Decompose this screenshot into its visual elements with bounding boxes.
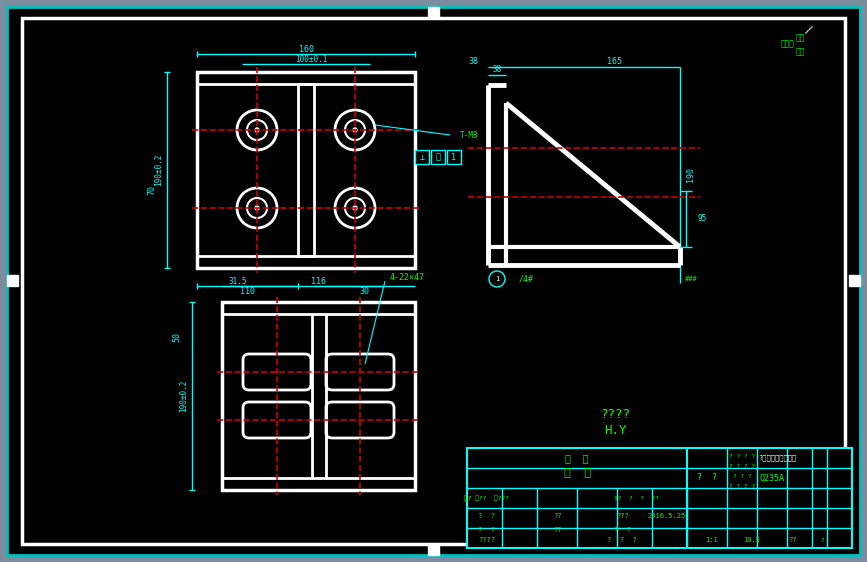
Text: ###: ### xyxy=(685,276,698,282)
Text: 比例: 比例 xyxy=(795,34,805,43)
Bar xyxy=(467,448,852,548)
Bar xyxy=(849,275,860,286)
Text: 38: 38 xyxy=(492,66,502,75)
Bar xyxy=(431,150,445,164)
Text: 160: 160 xyxy=(298,44,314,53)
Text: /4#: /4# xyxy=(518,274,533,283)
Text: Q235A: Q235A xyxy=(759,474,785,483)
Circle shape xyxy=(255,206,259,210)
Text: 重型桁: 重型桁 xyxy=(781,39,795,48)
Text: ?  ?  ?: ? ? ? xyxy=(607,537,637,543)
Text: 4-22×47: 4-22×47 xyxy=(390,274,425,283)
FancyBboxPatch shape xyxy=(326,354,394,390)
Text: ?: ? xyxy=(820,537,824,542)
Text: 序? 序??  序???: 序? 序?? 序??? xyxy=(465,495,510,501)
Text: ?  ?: ? ? xyxy=(614,527,630,533)
Text: ? ? ? ?: ? ? ? ? xyxy=(729,464,755,469)
Text: 100±0.1: 100±0.1 xyxy=(295,55,327,64)
Text: ????: ???? xyxy=(479,537,496,543)
Text: /: / xyxy=(803,24,813,36)
Text: 30: 30 xyxy=(360,288,369,297)
Text: 10.5: 10.5 xyxy=(744,537,760,543)
Bar xyxy=(197,72,415,268)
Text: 支  架: 支 架 xyxy=(564,468,590,478)
Text: ? ? ? ?: ? ? ? ? xyxy=(729,454,755,459)
Text: ???: ??? xyxy=(616,513,629,519)
Text: 1?  ?  ?  ??: 1? ? ? ?? xyxy=(615,496,660,501)
Circle shape xyxy=(255,128,259,132)
Text: 1: 1 xyxy=(495,276,499,282)
FancyBboxPatch shape xyxy=(326,402,394,438)
Text: 190: 190 xyxy=(686,167,694,183)
Text: 50: 50 xyxy=(173,332,181,342)
Text: ?  ?: ? ? xyxy=(697,474,717,483)
Text: 116: 116 xyxy=(311,277,326,285)
Text: 95: 95 xyxy=(698,214,707,223)
Text: ????: ???? xyxy=(600,409,630,422)
Bar xyxy=(222,302,415,490)
Text: ? ? ?: ? ? ? xyxy=(733,474,752,478)
Text: ??: ?? xyxy=(788,537,796,543)
Text: ?  ?: ? ? xyxy=(479,513,496,519)
Text: 2016.5.25: 2016.5.25 xyxy=(648,513,686,519)
Text: ? ? ? ?: ? ? ? ? xyxy=(729,483,755,488)
FancyBboxPatch shape xyxy=(243,402,311,438)
Text: ⊥: ⊥ xyxy=(420,152,425,161)
Text: 165: 165 xyxy=(607,57,622,66)
Bar xyxy=(428,7,439,18)
Text: ?阳工大学机械学院: ?阳工大学机械学院 xyxy=(758,455,796,461)
Text: T-M8: T-M8 xyxy=(460,130,479,139)
Text: 70: 70 xyxy=(147,185,157,195)
Bar xyxy=(415,150,429,164)
Text: 190±0.2: 190±0.2 xyxy=(154,154,164,186)
Text: ??: ?? xyxy=(553,513,561,519)
Text: 架系: 架系 xyxy=(795,48,805,57)
Circle shape xyxy=(353,206,357,210)
Text: ∥: ∥ xyxy=(435,152,440,161)
Circle shape xyxy=(353,128,357,132)
Bar xyxy=(428,544,439,555)
Text: 文  架: 文 架 xyxy=(565,453,589,463)
Text: 31.5: 31.5 xyxy=(229,277,247,285)
Text: 190±0.2: 190±0.2 xyxy=(179,380,188,412)
Text: 1:1: 1:1 xyxy=(706,537,719,543)
Text: ?  ?: ? ? xyxy=(479,527,496,533)
Bar xyxy=(7,275,18,286)
Text: 110: 110 xyxy=(240,288,255,297)
Text: 38: 38 xyxy=(468,57,478,66)
Text: H.Y: H.Y xyxy=(603,424,626,437)
FancyBboxPatch shape xyxy=(243,354,311,390)
Bar xyxy=(298,84,314,256)
Text: 1: 1 xyxy=(452,152,457,161)
Bar xyxy=(447,150,461,164)
Text: ??: ?? xyxy=(553,527,561,533)
